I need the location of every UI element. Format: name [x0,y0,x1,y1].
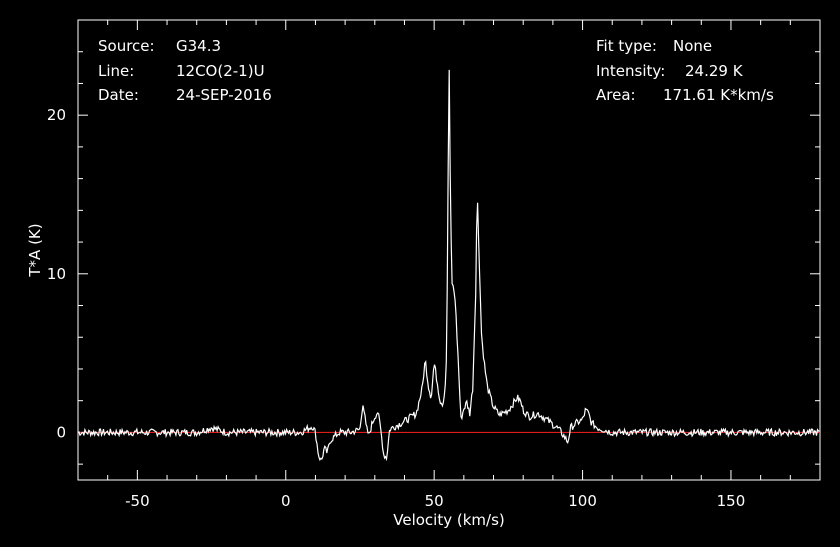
intensity-value: 24.29 K [685,62,744,80]
spectrum-line [77,69,820,462]
x-tick-label: 100 [568,492,597,510]
y-axis-title: T*A (K) [26,223,44,277]
x-tick-label: -50 [125,492,150,510]
x-axis-title: Velocity (km/s) [393,511,504,529]
y-tick-label: 0 [56,423,66,441]
fit-type-value: None [673,37,712,55]
y-tick-label: 20 [47,106,66,124]
fit-type-label: Fit type: [596,37,657,55]
intensity-label: Intensity: [596,62,665,80]
x-tick-label: 50 [425,492,444,510]
date-label: Date: [98,86,139,104]
line-value: 12CO(2-1)U [176,62,265,80]
tick-labels: -50 0 50 100 150 0 10 20 [47,106,745,510]
y-tick-label: 10 [47,265,66,283]
source-value: G34.3 [176,37,221,55]
date-value: 24-SEP-2016 [176,86,272,104]
x-tick-label: 150 [717,492,746,510]
plot-frame [77,19,821,481]
source-label: Source: [98,37,155,55]
line-label: Line: [98,62,134,80]
tick-marks [77,19,821,480]
area-label: Area: [596,86,636,104]
area-value: 171.61 K*km/s [663,86,774,104]
x-tick-label: 0 [281,492,291,510]
